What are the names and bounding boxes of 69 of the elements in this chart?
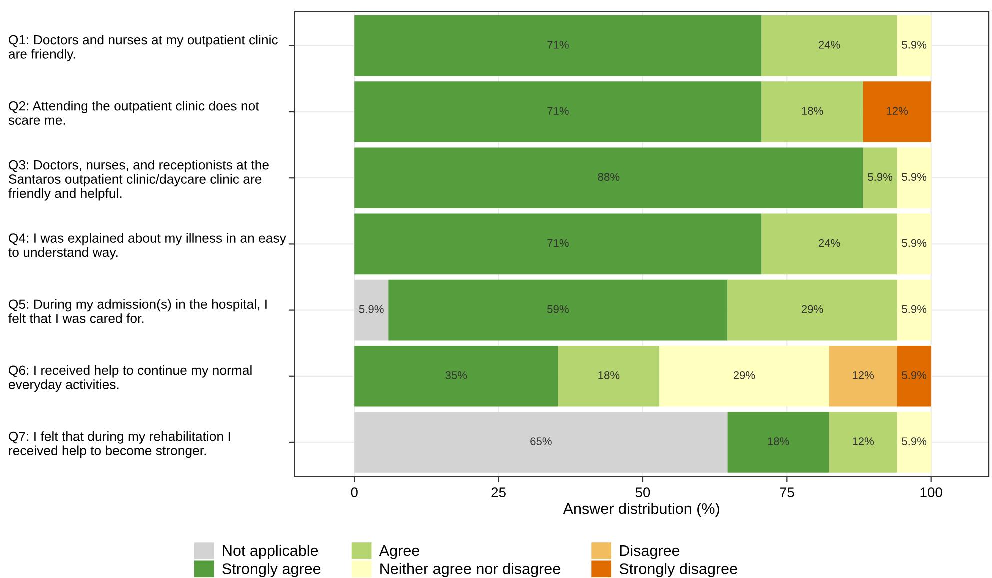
x-tick-label: 25 xyxy=(492,488,506,498)
bar xyxy=(354,16,762,76)
x-tick-label: 0 xyxy=(351,488,358,498)
bar xyxy=(354,82,762,142)
x-tick-label: 100 xyxy=(920,488,942,498)
bar xyxy=(897,346,932,407)
bar xyxy=(354,346,558,407)
bar xyxy=(897,16,932,76)
legend-label: Strongly disagree xyxy=(620,563,738,578)
bar xyxy=(897,148,932,209)
data-label: 12% xyxy=(853,372,874,380)
data-label: 5.9% xyxy=(868,173,893,182)
data-label: 24% xyxy=(818,239,840,248)
bar xyxy=(660,346,830,407)
data-label: 18% xyxy=(802,107,824,116)
x-tick-label: 75 xyxy=(780,488,794,498)
y-tick-label: Q4: I was explained about my illness in an easy to understand way. xyxy=(8,233,286,260)
data-label: 71% xyxy=(548,41,569,49)
data-label: 5.9% xyxy=(902,173,927,182)
data-label: 24% xyxy=(818,41,840,49)
data-label: 5.9% xyxy=(902,41,927,49)
data-label: 29% xyxy=(734,372,756,380)
y-tick-label: Q2: Attending the outpatient clinic does not scare me. xyxy=(8,101,260,125)
bar xyxy=(863,82,932,142)
y-tick-label: Q7: I felt that during my rehabilitation I received help to become stronger. xyxy=(9,432,230,458)
legend-label: Not applicable xyxy=(223,544,318,560)
bar xyxy=(728,280,898,341)
data-label: 5.9% xyxy=(359,305,384,314)
bar xyxy=(354,214,762,275)
bar xyxy=(897,280,932,341)
bar xyxy=(762,214,898,275)
legend-label: Agree xyxy=(379,546,420,560)
bar xyxy=(388,280,728,341)
x-tick-label: 50 xyxy=(636,488,650,498)
y-tick-label: Q5: During my admission(s) in the hospital, I felt that I was cared for. xyxy=(8,299,267,324)
data-label: 65% xyxy=(530,438,552,446)
x-axis-title: Answer distribution (%) xyxy=(563,502,720,518)
data-label: 5.9% xyxy=(902,372,927,380)
y-tick-label: Q6: I received help to continue my normal everyday activities. xyxy=(9,365,252,392)
data-label: 71% xyxy=(548,107,569,115)
bar xyxy=(558,346,660,407)
data-label: 5.9% xyxy=(902,305,927,314)
bar xyxy=(897,214,932,275)
data-label: 18% xyxy=(598,372,620,380)
bar xyxy=(354,148,864,209)
y-tick-label: Q1: Doctors and nurses at my outpatient clinic are friendly. xyxy=(9,34,278,62)
bar xyxy=(354,280,389,341)
bar xyxy=(897,412,932,473)
bar xyxy=(762,82,864,142)
bar xyxy=(829,412,898,473)
bar xyxy=(863,148,898,209)
legend-label: Neither agree nor disagree xyxy=(380,563,560,578)
bar xyxy=(762,16,898,76)
legend-label: Disagree xyxy=(620,544,680,560)
data-label: 5.9% xyxy=(902,438,927,446)
data-label: 12% xyxy=(887,107,908,115)
legend-label: Strongly agree xyxy=(222,563,321,578)
data-label: 29% xyxy=(802,305,824,314)
data-label: 59% xyxy=(548,305,569,314)
data-label: 88% xyxy=(598,173,620,182)
y-tick-label: Q3: Doctors, nurses, and receptionists at the Santaros outpatient clinic/daycare clinic are friendly and helpful. xyxy=(8,160,269,201)
data-label: 71% xyxy=(548,239,569,248)
data-label: 5.9% xyxy=(902,239,927,248)
data-label: 12% xyxy=(853,438,874,446)
bar xyxy=(354,412,728,473)
data-label: 18% xyxy=(768,438,790,446)
bar xyxy=(829,346,898,407)
bar xyxy=(728,412,830,473)
data-label: 35% xyxy=(446,372,468,380)
